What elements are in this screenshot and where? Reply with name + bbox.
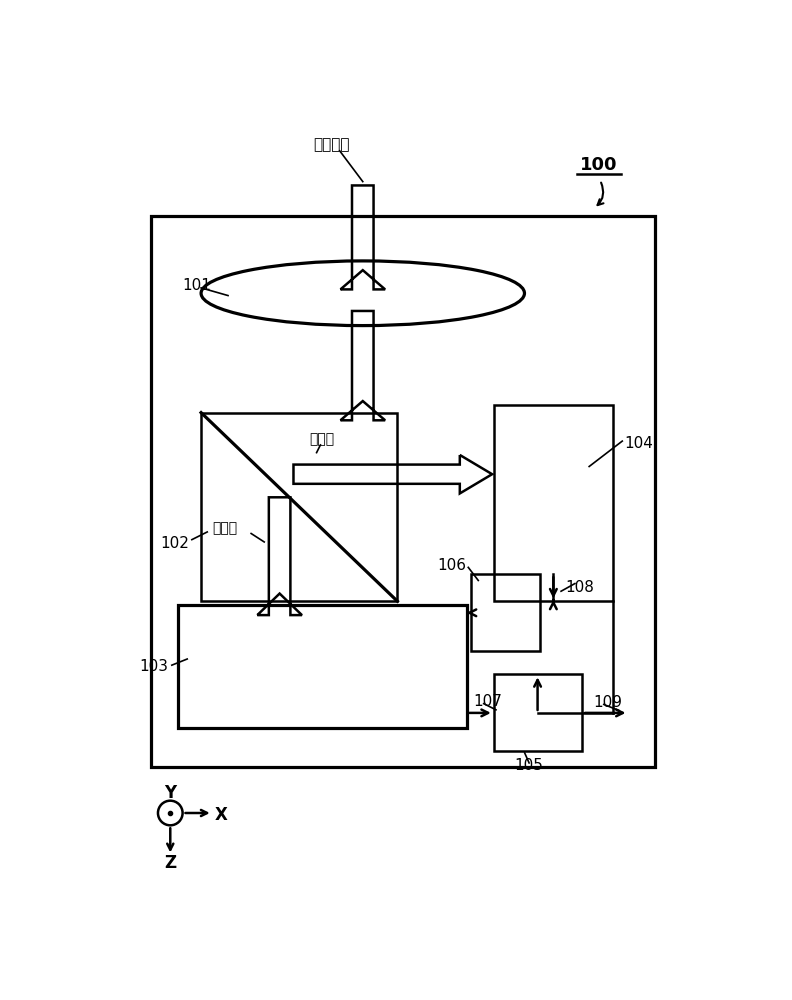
- Text: 100: 100: [580, 156, 618, 174]
- Text: Z: Z: [164, 854, 177, 872]
- Text: 106: 106: [438, 558, 466, 573]
- Text: 103: 103: [139, 659, 169, 674]
- Text: 可见光: 可见光: [212, 521, 238, 535]
- Text: 108: 108: [565, 580, 594, 595]
- Text: Y: Y: [164, 784, 177, 802]
- Text: 107: 107: [473, 694, 502, 709]
- Text: 104: 104: [625, 436, 653, 451]
- Bar: [178, 605, 466, 728]
- Bar: [493, 405, 613, 601]
- Text: 被摄体光: 被摄体光: [314, 137, 350, 152]
- Bar: [470, 574, 540, 651]
- Bar: [151, 216, 656, 767]
- Text: 101: 101: [182, 278, 211, 293]
- Text: 109: 109: [594, 695, 623, 710]
- Bar: [493, 674, 582, 751]
- Text: 105: 105: [515, 758, 543, 773]
- Text: 红外光: 红外光: [309, 433, 334, 447]
- Bar: [201, 413, 398, 601]
- Text: 102: 102: [161, 536, 189, 551]
- Text: X: X: [215, 806, 228, 824]
